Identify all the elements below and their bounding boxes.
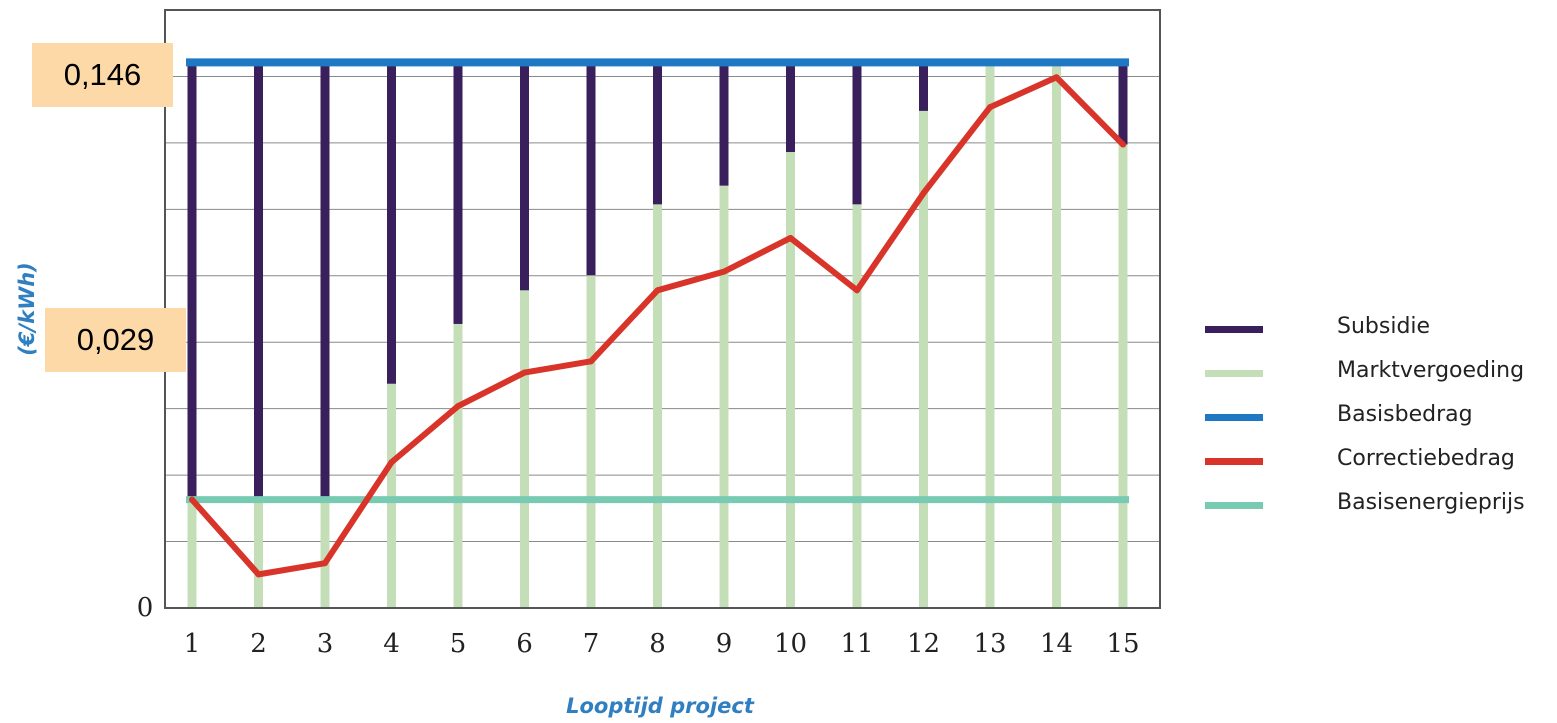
legend-label: Marktvergoeding [1337, 358, 1525, 383]
bar-subsidie [1118, 62, 1128, 145]
bar-marktvergoeding [187, 499, 197, 608]
point-correctiebedrag [455, 403, 461, 410]
bar-subsidie [387, 62, 396, 384]
bar-subsidie [254, 62, 263, 500]
bar-subsidie [453, 62, 463, 324]
x-tick-labels: 1 2 3 4 5 6 7 8 9 10 11 12 13 14 15 [184, 629, 1140, 659]
bar-subsidie [852, 62, 862, 205]
x-axis-title: Looptijd projec‍t [566, 694, 755, 718]
grid-lines [165, 75, 1160, 543]
legend-swatch [1205, 414, 1263, 421]
bar-subsidie [786, 62, 795, 153]
legend-swatch [1205, 326, 1263, 333]
point-correctiebedrag [588, 358, 594, 365]
bar-marktvergoeding [985, 62, 995, 608]
basisbedrag-value-callout: 0,146 [32, 43, 173, 107]
point-correctiebedrag [654, 287, 661, 294]
point-correctiebedrag [854, 287, 860, 294]
bars [187, 62, 1128, 609]
bar-marktvergoeding [1052, 62, 1061, 608]
bar-marktvergoeding [1118, 144, 1128, 609]
legend-label: Correctiebedrag [1337, 446, 1515, 471]
reference-lines [186, 58, 1129, 504]
bar-marktvergoeding [387, 383, 396, 608]
basisenergieprijs-value-callout: 0,029 [45, 308, 186, 372]
y-axis-title: (€/kWh) [15, 262, 39, 356]
series-lines [189, 74, 1126, 578]
x-tick-label: 15 [1106, 629, 1139, 659]
legend-label: Basisenergieprijs [1337, 490, 1525, 515]
x-tick-label: 10 [774, 629, 807, 659]
point-correctiebedrag [322, 560, 328, 567]
bar-marktvergoeding [719, 185, 729, 608]
point-correctiebedrag [1053, 74, 1060, 81]
y-tick-zero: 0 [137, 593, 154, 623]
bar-marktvergoeding [453, 323, 463, 608]
bar-subsidie [653, 62, 662, 205]
legend-label: Basisbedrag [1337, 402, 1473, 427]
point-correctiebedrag [255, 571, 262, 578]
bar-marktvergoeding [653, 204, 662, 608]
bar-marktvergoeding [786, 152, 795, 608]
point-correctiebedrag [1120, 141, 1126, 148]
x-tick-label: 9 [716, 629, 733, 659]
x-tick-label: 13 [973, 629, 1006, 659]
bar-subsidie [187, 62, 197, 500]
bar-subsidie [586, 62, 596, 276]
point-correctiebedrag [787, 234, 794, 241]
x-tick-label: 3 [317, 629, 334, 659]
point-correctiebedrag [721, 268, 727, 275]
legend-swatch [1205, 458, 1263, 465]
x-tick-label: 2 [250, 629, 267, 659]
point-correctiebedrag [388, 459, 395, 466]
bar-marktvergoeding [586, 275, 596, 608]
bar-marktvergoeding [254, 499, 263, 608]
x-tick-label: 14 [1040, 629, 1073, 659]
x-tick-label: 4 [383, 629, 400, 659]
bar-subsidie [719, 62, 729, 186]
x-tick-label: 11 [840, 629, 873, 659]
point-correctiebedrag [189, 496, 195, 503]
x-tick-label: 5 [450, 629, 467, 659]
bar-marktvergoeding [919, 110, 928, 608]
bar-subsidie [520, 62, 529, 291]
bar-subsidie [919, 62, 928, 111]
point-correctiebedrag [920, 190, 927, 197]
point-correctiebedrag [521, 369, 528, 376]
x-tick-label: 12 [907, 629, 940, 659]
x-tick-label: 8 [649, 629, 666, 659]
bar-marktvergoeding [320, 499, 330, 608]
legend-label: Subsidie [1337, 314, 1431, 339]
x-tick-label: 7 [583, 629, 600, 659]
point-correctiebedrag [987, 104, 993, 111]
bar-marktvergoeding [852, 204, 862, 608]
bar-subsidie [320, 62, 330, 500]
x-tick-label: 1 [184, 629, 201, 659]
legend-swatch [1205, 502, 1263, 509]
legend-swatch [1205, 370, 1263, 377]
x-tick-label: 6 [516, 629, 533, 659]
bar-marktvergoeding [520, 290, 529, 608]
